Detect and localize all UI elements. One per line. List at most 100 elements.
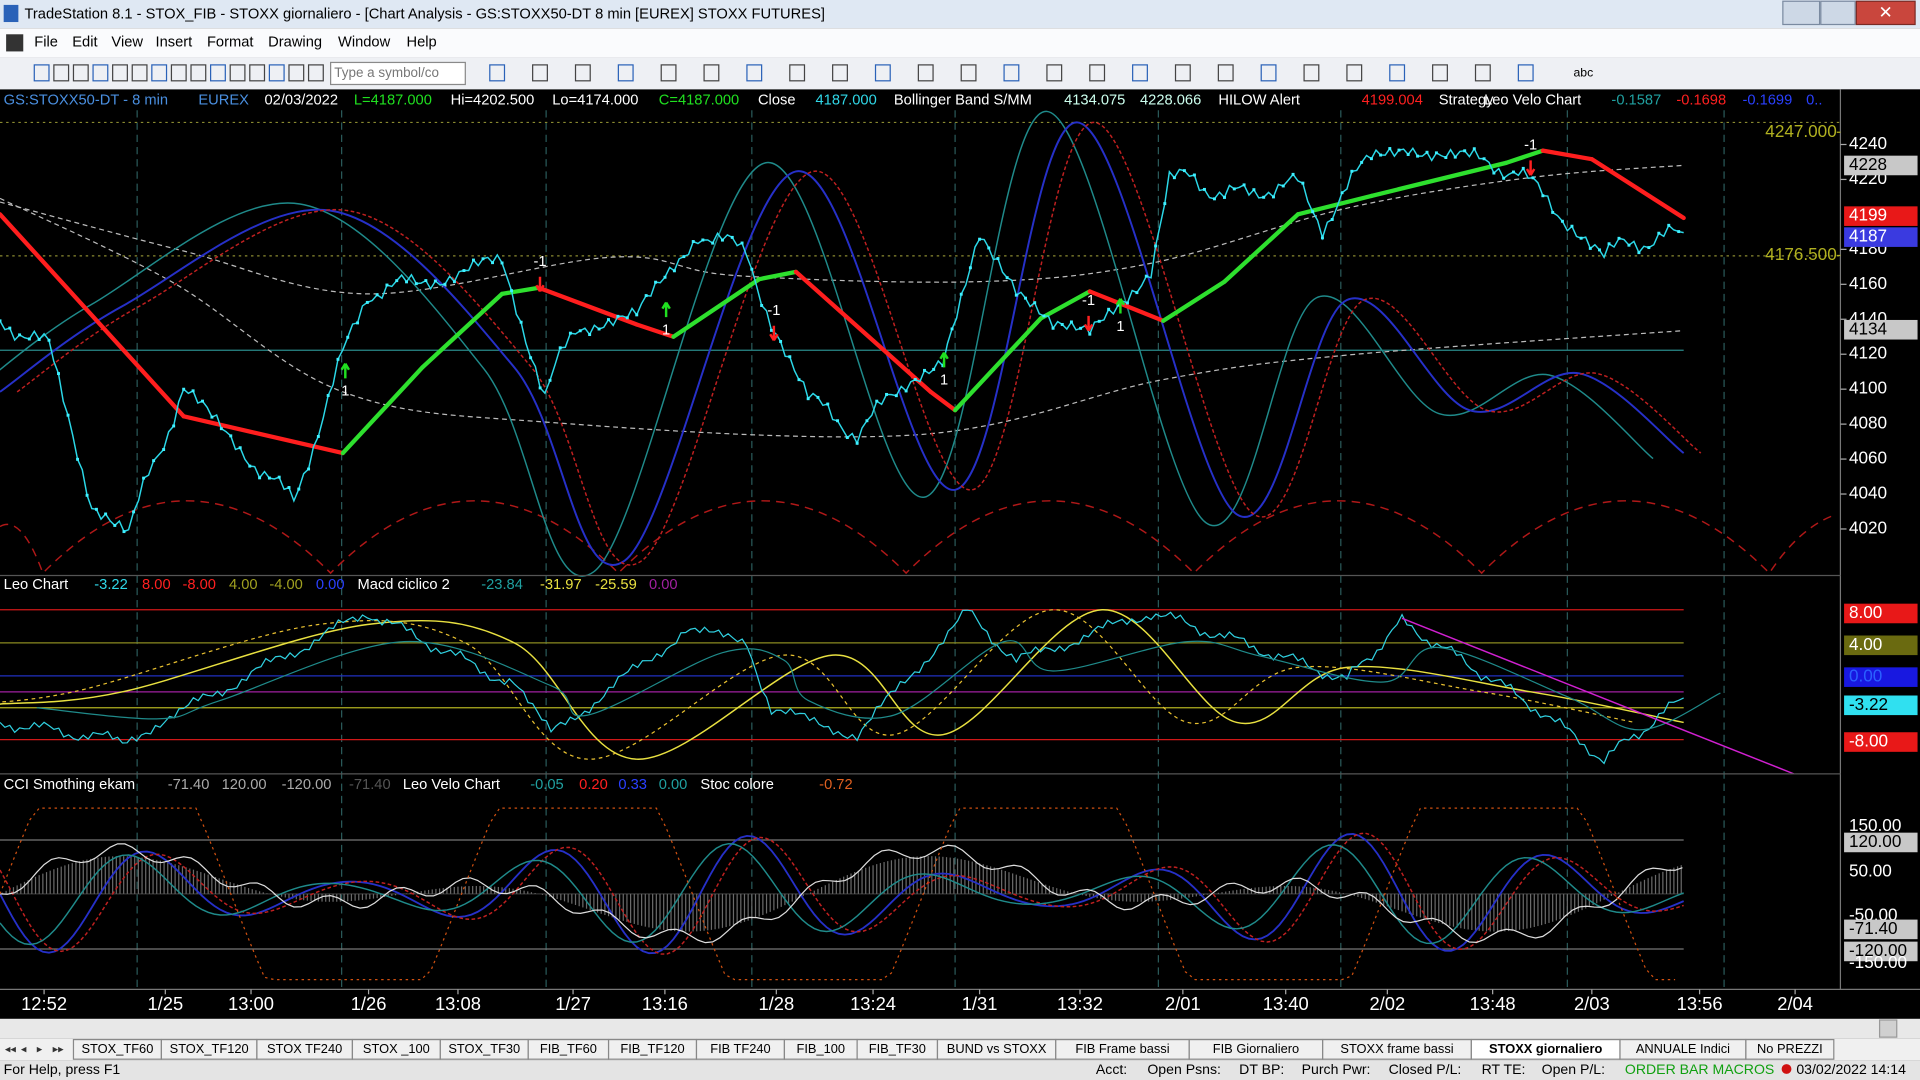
toolbar-icon[interactable] <box>1089 64 1106 82</box>
indicator-text: Leo Velo Chart <box>1484 92 1581 108</box>
toolbar-icon[interactable] <box>33 64 50 82</box>
average-line <box>1369 160 1509 199</box>
menu-item[interactable]: Drawing <box>268 35 322 51</box>
menu-item[interactable]: Format <box>207 35 254 51</box>
toolbar-icon[interactable] <box>960 64 977 82</box>
toolbar-icon[interactable] <box>1432 64 1448 82</box>
toolbar-icon[interactable] <box>532 64 548 82</box>
close-button[interactable] <box>1855 0 1916 26</box>
minimize-button[interactable] <box>1782 0 1821 26</box>
status-bar <box>0 1060 1920 1080</box>
toolbar-icon[interactable] <box>574 64 591 82</box>
price-dot <box>529 356 533 360</box>
tab-nav[interactable]: ▸▸ <box>53 1043 65 1055</box>
indicator-text: C=4187.000 <box>659 92 739 108</box>
toolbar-icon[interactable] <box>1132 64 1148 82</box>
toolbar-icon[interactable] <box>1260 64 1277 82</box>
toolbar-icon[interactable] <box>917 64 934 82</box>
toolbar-icon[interactable] <box>112 64 128 82</box>
toolbar-icon[interactable] <box>249 64 266 82</box>
menu-item[interactable]: Window <box>338 35 391 51</box>
time-label: 1/25 <box>147 993 183 1014</box>
toolbar-icon[interactable] <box>1217 64 1234 82</box>
price-dot <box>691 240 695 243</box>
toolbar-icon[interactable] <box>1046 64 1063 82</box>
price-marker-label: 4187 <box>1849 226 1887 246</box>
price-tick-label: 4120 <box>1849 343 1887 363</box>
menu-item[interactable]: Help <box>407 35 437 51</box>
menu-item[interactable]: Edit <box>72 35 97 51</box>
tab-nav[interactable]: ◂◂ <box>5 1043 17 1055</box>
tab[interactable] <box>1745 1038 1835 1060</box>
price-dot <box>548 378 552 382</box>
app-icon <box>3 4 19 23</box>
toolbar-icon[interactable] <box>1346 64 1363 82</box>
price-dot <box>395 279 399 283</box>
toolbar-icon[interactable] <box>617 64 634 82</box>
maximize-button[interactable] <box>1820 0 1856 26</box>
toolbar-icon[interactable] <box>190 64 207 82</box>
toolbar-icon[interactable] <box>170 64 187 82</box>
price-dot <box>578 329 582 333</box>
toolbar-icon[interactable] <box>92 64 109 82</box>
toolbar-icon[interactable] <box>229 64 246 82</box>
average-line <box>1087 289 1166 323</box>
toolbar-icon[interactable] <box>789 64 806 82</box>
price-dot <box>1116 303 1120 307</box>
toolbar-icon[interactable] <box>874 64 891 82</box>
toolbar-icon[interactable] <box>1474 64 1491 82</box>
indicator-text: 4199.004 <box>1362 92 1423 108</box>
toolbar-icon[interactable] <box>832 64 848 82</box>
price-dot <box>779 340 783 343</box>
tab-nav[interactable]: ◂ <box>21 1043 27 1055</box>
text-tool[interactable]: abc <box>1573 66 1593 80</box>
toolbar-icon[interactable] <box>268 64 285 82</box>
price-dot <box>85 493 89 497</box>
symbol-input[interactable] <box>330 61 466 86</box>
toolbar-icon[interactable] <box>1003 64 1020 82</box>
price-dot <box>959 292 963 296</box>
toolbar-icon[interactable] <box>307 64 324 82</box>
toolbar-icon[interactable] <box>1174 64 1191 82</box>
price-dot <box>104 512 108 516</box>
menu-item[interactable]: Insert <box>156 35 193 51</box>
toolbar-icon[interactable] <box>660 64 677 82</box>
price-marker-label: 4247.000 <box>1765 121 1836 141</box>
toolbar-icon[interactable] <box>1517 64 1534 82</box>
status-text: Closed P/L: <box>1389 1061 1462 1077</box>
toolbar-icon[interactable] <box>131 64 148 82</box>
indicator-text: -31.97 <box>540 577 582 593</box>
toolbar-icon[interactable] <box>288 64 305 82</box>
price-dot <box>913 377 917 381</box>
tab-nav[interactable]: ▸ <box>37 1043 43 1055</box>
toolbar-icon[interactable] <box>489 64 506 82</box>
toolbar-icon[interactable] <box>210 64 226 82</box>
toolbar-icon[interactable] <box>746 64 763 82</box>
indicator-text: Lo=4174.000 <box>552 92 638 108</box>
menu-item[interactable]: View <box>111 35 143 51</box>
axis-label: -8.00 <box>1849 731 1888 751</box>
time-label: 13:48 <box>1470 993 1516 1014</box>
toolbar-icon[interactable] <box>151 64 168 82</box>
axis-box <box>1844 667 1918 687</box>
price-marker-label: 4176.500 <box>1765 244 1836 264</box>
price-dot <box>1069 320 1073 324</box>
axis-label: -150.00 <box>1849 952 1907 972</box>
price-dot <box>1330 218 1334 221</box>
toolbar-icon[interactable] <box>1303 64 1320 82</box>
menu-item[interactable]: File <box>34 35 58 51</box>
toolbar-icon[interactable] <box>1389 64 1406 82</box>
toolbar-icon[interactable] <box>72 64 89 82</box>
price-dot <box>414 282 418 286</box>
price-dot <box>720 238 724 242</box>
wave-blue <box>0 121 1685 566</box>
price-dot <box>326 394 330 397</box>
toolbar-icon[interactable] <box>53 64 70 82</box>
toolbar-icon[interactable] <box>703 64 720 82</box>
price-dot <box>1637 251 1641 255</box>
scrollbar[interactable] <box>0 1018 1920 1039</box>
scroll-right[interactable] <box>1878 1019 1898 1038</box>
price-dot <box>356 321 360 325</box>
time-label: 2/03 <box>1574 993 1610 1014</box>
price-dot <box>1223 195 1226 199</box>
